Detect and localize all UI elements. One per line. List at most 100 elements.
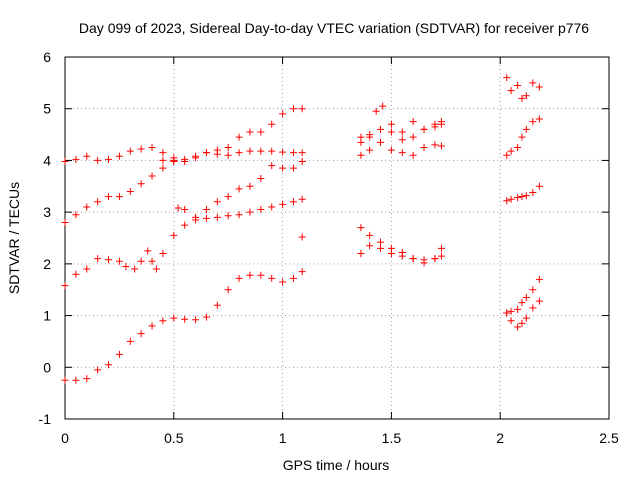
data-point [398,128,406,136]
data-point [357,250,365,258]
data-point [377,238,385,246]
data-point [202,313,210,321]
data-point [137,180,145,188]
data-point [61,157,69,165]
data-point [529,118,537,126]
y-tick-label: 3 [43,204,51,220]
data-point [507,195,515,203]
data-point [268,120,276,128]
series-track-8 [357,242,445,264]
data-point [387,146,395,154]
data-point [181,221,189,229]
data-point [522,92,530,100]
data-point [268,147,276,155]
data-point [246,182,254,190]
data-point [246,271,254,279]
series-track-4 [61,105,306,165]
data-point [279,164,287,172]
data-point [83,265,91,273]
axis-ticks [64,56,610,420]
data-point [507,147,515,155]
data-point [409,151,417,159]
data-point [514,323,522,331]
series-track-14 [503,182,543,205]
data-point [192,152,200,160]
data-point [387,120,395,128]
data-point [529,304,537,312]
data-point [257,206,265,214]
data-point [379,102,387,110]
data-point [279,200,287,208]
data-point [126,337,134,345]
series-track-12 [503,74,543,102]
data-point [289,149,297,157]
data-point [409,133,417,141]
data-point [535,297,543,305]
chart-title: Day 099 of 2023, Sidereal Day-to-day VTE… [79,20,589,36]
data-point [514,144,522,151]
data-point [257,147,265,155]
data-point [224,151,232,159]
data-point [289,274,297,282]
data-point [398,252,406,260]
data-point [503,197,511,205]
data-point [409,255,417,263]
series-track-5 [159,147,306,164]
data-point [131,265,139,273]
data-point [518,299,526,307]
data-point [126,147,134,155]
data-point [94,198,102,206]
data-point [83,152,91,160]
data-point [72,211,80,219]
data-point [105,155,113,163]
data-point [289,164,297,172]
data-point [94,366,102,374]
series-track-9 [357,138,445,159]
data-point [420,125,428,133]
data-point [152,265,160,273]
data-point [213,213,221,221]
data-point [159,164,167,172]
data-point [144,247,152,255]
data-point [61,376,69,384]
data-point [148,322,156,330]
data-point [298,105,306,113]
data-point [366,146,374,154]
data-point [137,257,145,265]
data-point [507,87,515,95]
data-point [115,193,123,201]
y-tick-label: 1 [43,308,51,324]
data-point [357,224,365,232]
data-point [366,231,374,239]
data-point [159,317,167,325]
data-point [279,148,287,156]
data-point [522,314,530,322]
data-point [289,198,297,206]
data-point [115,257,123,265]
data-point [235,185,243,193]
series-track-2 [61,195,306,290]
series-track-6 [298,233,306,241]
data-point [518,94,526,102]
data-point [83,375,91,383]
data-point [235,133,243,141]
data-point [115,350,123,358]
data-point [170,156,178,164]
y-tick-label: 2 [43,256,51,272]
data-point [202,206,210,214]
data-point [398,136,406,144]
x-tick-label: 1.5 [382,430,402,446]
data-point [94,156,102,164]
data-point [522,293,530,301]
x-tick-label: 0 [61,430,69,446]
series-track-15 [503,275,543,317]
data-point [246,147,254,155]
y-axis-title: SDTVAR / TECUs [6,182,22,294]
data-point [437,244,445,252]
x-axis-title: GPS time / hours [283,457,390,473]
data-point [257,175,265,183]
data-point [115,152,123,160]
data-point [246,208,254,216]
data-point [535,83,543,91]
